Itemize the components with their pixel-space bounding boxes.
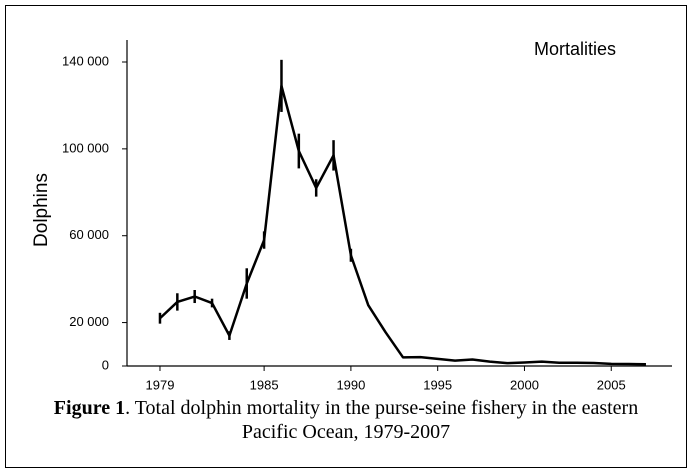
x-tick-label: 1995 bbox=[423, 377, 452, 392]
y-tick-label: 60 000 bbox=[69, 227, 109, 242]
y-tick-label: 20 000 bbox=[69, 314, 109, 329]
y-tick-label: 0 bbox=[102, 357, 109, 372]
line bbox=[159, 84, 646, 366]
caption-label: Figure 1 bbox=[53, 397, 126, 419]
caption-text: . Total dolphin mortality in the purse-s… bbox=[125, 397, 639, 443]
x-tick-label: 1979 bbox=[146, 377, 175, 392]
frame bbox=[5, 5, 687, 468]
x-tick-label: 2000 bbox=[510, 377, 539, 392]
caption: Figure 1. Total dolphin mortality in the… bbox=[40, 396, 652, 444]
annotation: Mortalities bbox=[534, 39, 616, 59]
y-tick-label: 140 000 bbox=[62, 53, 109, 68]
x-tick-label: 1990 bbox=[336, 377, 365, 392]
y-tick-label: 100 000 bbox=[62, 140, 109, 155]
x-tick-label: 1985 bbox=[250, 377, 279, 392]
y-axis-label: Dolphins bbox=[31, 173, 52, 247]
x-tick-label: 2005 bbox=[597, 377, 626, 392]
